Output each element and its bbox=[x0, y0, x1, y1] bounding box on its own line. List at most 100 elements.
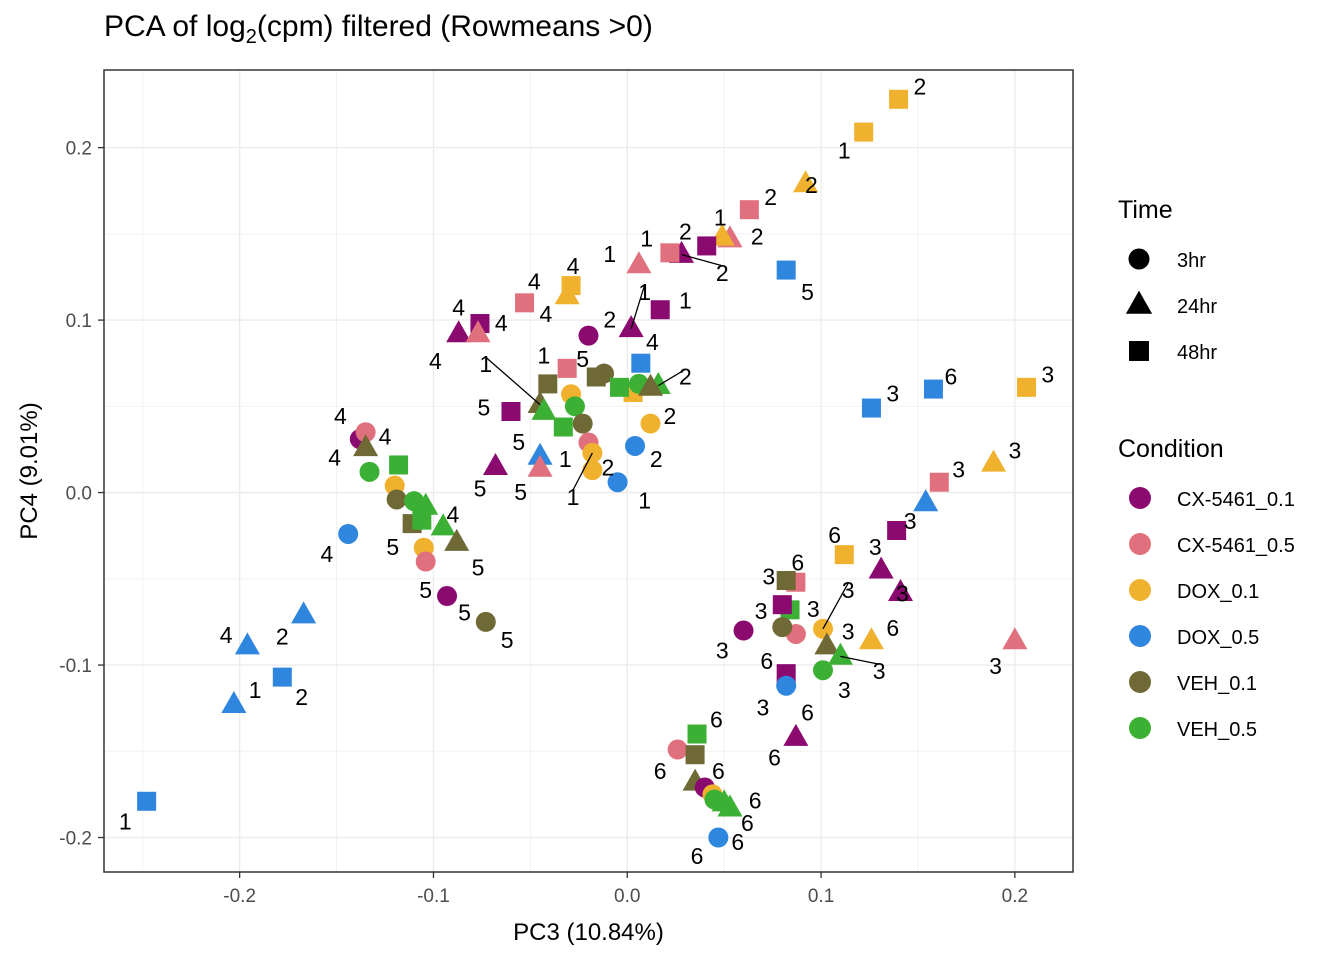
data-point bbox=[772, 617, 793, 638]
point-label: 2 bbox=[603, 306, 616, 332]
data-point bbox=[717, 794, 743, 817]
data-point bbox=[793, 170, 819, 193]
data-point bbox=[827, 642, 853, 665]
data-point bbox=[501, 401, 521, 421]
legend-key-color bbox=[1129, 671, 1151, 693]
point-label: 1 bbox=[638, 487, 651, 513]
point-label: 6 bbox=[828, 522, 841, 548]
point-label: 1 bbox=[640, 225, 653, 251]
data-point bbox=[858, 627, 884, 650]
data-point bbox=[776, 571, 796, 591]
point-label: 6 bbox=[691, 843, 704, 869]
data-point bbox=[527, 454, 553, 477]
data-point bbox=[783, 723, 809, 746]
point-label: 6 bbox=[791, 550, 804, 576]
point-label: 2 bbox=[913, 74, 926, 100]
data-point bbox=[631, 353, 651, 373]
point-label: 6 bbox=[749, 788, 762, 814]
y-tick-label: 0.0 bbox=[66, 484, 92, 505]
point-label: 3 bbox=[989, 653, 1002, 679]
data-point bbox=[221, 691, 247, 714]
data-point bbox=[515, 293, 535, 313]
point-label: 1 bbox=[249, 677, 262, 703]
point-label: 4 bbox=[539, 301, 552, 327]
y-tick-label: -0.2 bbox=[59, 829, 92, 850]
point-label: 3 bbox=[896, 581, 909, 607]
x-axis-label: PC3 (10.84%) bbox=[513, 919, 664, 946]
point-label: 2 bbox=[295, 684, 308, 710]
data-point bbox=[772, 595, 792, 615]
data-point bbox=[834, 545, 854, 565]
label-leader-line bbox=[485, 356, 541, 406]
data-point bbox=[355, 422, 376, 443]
data-point bbox=[923, 379, 943, 399]
legend-label-condition: CX-5461_0.5 bbox=[1177, 535, 1295, 557]
data-point bbox=[272, 667, 292, 687]
point-label: 1 bbox=[567, 484, 580, 510]
data-point bbox=[640, 413, 661, 434]
data-point bbox=[437, 586, 458, 607]
data-point bbox=[338, 523, 359, 544]
data-point bbox=[291, 601, 317, 624]
legend-title-condition: Condition bbox=[1118, 435, 1224, 463]
point-label: 6 bbox=[710, 706, 723, 732]
point-label: 4 bbox=[379, 424, 392, 450]
data-point bbox=[386, 489, 407, 510]
point-label: 2 bbox=[663, 403, 676, 429]
point-label: 3 bbox=[842, 619, 855, 645]
legend-title-time: Time bbox=[1118, 196, 1173, 224]
data-point bbox=[412, 510, 432, 530]
data-point bbox=[708, 827, 729, 848]
x-tick-label: -0.1 bbox=[417, 886, 450, 907]
y-tick-label: -0.1 bbox=[59, 656, 92, 677]
point-label: 5 bbox=[472, 555, 485, 581]
legend-label-condition: CX-5461_0.1 bbox=[1177, 489, 1295, 511]
point-label: 4 bbox=[528, 268, 541, 294]
point-label: 2 bbox=[650, 446, 663, 472]
data-point bbox=[586, 367, 606, 387]
point-label: 4 bbox=[567, 253, 580, 279]
y-axis-label: PC4 (9.01%) bbox=[16, 402, 43, 539]
legend-label-condition: VEH_0.1 bbox=[1177, 673, 1257, 695]
legend-label-time: 48hr bbox=[1177, 342, 1217, 364]
legend-key-color bbox=[1129, 487, 1151, 509]
label-leader-line bbox=[681, 253, 723, 267]
point-label: 4 bbox=[452, 294, 465, 320]
point-label: 1 bbox=[119, 808, 132, 834]
label-leader-line bbox=[657, 368, 686, 387]
data-point bbox=[861, 398, 881, 418]
data-point bbox=[234, 632, 260, 655]
data-point bbox=[697, 236, 717, 256]
legend-label-condition: VEH_0.5 bbox=[1177, 719, 1257, 741]
y-tick-label: 0.1 bbox=[66, 311, 92, 332]
point-label: 4 bbox=[495, 310, 508, 336]
point-label: 3 bbox=[762, 563, 775, 589]
point-label: 2 bbox=[764, 184, 777, 210]
x-tick-label: 0.2 bbox=[1002, 886, 1028, 907]
data-point bbox=[814, 632, 840, 655]
point-label: 5 bbox=[512, 429, 525, 455]
point-label: 2 bbox=[751, 224, 764, 250]
point-label: 4 bbox=[220, 622, 233, 648]
data-point bbox=[981, 449, 1007, 472]
data-point bbox=[687, 724, 707, 744]
data-point bbox=[660, 243, 680, 263]
data-point bbox=[610, 377, 630, 397]
data-point bbox=[389, 455, 409, 475]
point-label: 3 bbox=[838, 677, 851, 703]
data-point bbox=[446, 320, 472, 343]
point-label: 5 bbox=[386, 534, 399, 560]
point-label: 5 bbox=[514, 479, 527, 505]
point-label: 6 bbox=[760, 648, 773, 674]
point-label: 5 bbox=[801, 279, 814, 305]
data-point bbox=[776, 260, 796, 280]
point-label: 3 bbox=[1041, 362, 1054, 388]
legend-label-time: 24hr bbox=[1177, 296, 1217, 318]
point-label: 6 bbox=[741, 810, 754, 836]
point-label: 4 bbox=[429, 348, 442, 374]
point-label: 3 bbox=[873, 658, 886, 684]
legend-key-circle bbox=[1128, 248, 1150, 270]
chart-title: PCA of log2(cpm) filtered (Rowmeans >0) bbox=[104, 10, 653, 48]
point-label: 5 bbox=[474, 475, 487, 501]
